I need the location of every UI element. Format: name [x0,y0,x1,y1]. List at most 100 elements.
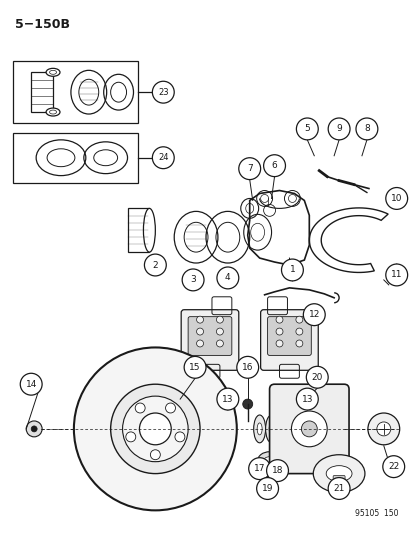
Circle shape [150,450,160,459]
Circle shape [385,264,407,286]
Text: 18: 18 [271,466,282,475]
Circle shape [216,388,238,410]
Circle shape [367,413,399,445]
Circle shape [303,304,325,326]
Text: 23: 23 [158,87,168,96]
Text: 2: 2 [152,261,158,270]
Circle shape [296,388,318,410]
Text: 19: 19 [261,484,273,493]
Circle shape [126,432,135,442]
Ellipse shape [313,455,364,492]
Circle shape [355,118,377,140]
Circle shape [175,432,185,442]
Circle shape [238,158,260,180]
Circle shape [135,403,145,413]
Ellipse shape [325,466,351,481]
Circle shape [242,399,252,409]
Circle shape [275,328,282,335]
Circle shape [295,340,302,347]
Circle shape [291,411,326,447]
Text: 21: 21 [332,484,344,493]
Circle shape [216,328,223,335]
Circle shape [196,316,203,323]
Circle shape [296,118,318,140]
Text: 15: 15 [189,363,200,372]
Text: 7: 7 [246,164,252,173]
Circle shape [216,340,223,347]
Ellipse shape [143,208,155,252]
Bar [13,61,138,123]
Circle shape [184,357,206,378]
Text: 8: 8 [363,124,369,133]
Text: 1: 1 [289,265,294,274]
Text: 24: 24 [158,153,168,162]
Text: 5−150B: 5−150B [15,18,70,31]
Ellipse shape [265,415,277,443]
Circle shape [385,188,407,209]
FancyBboxPatch shape [260,310,318,370]
Ellipse shape [253,415,265,443]
Text: 5: 5 [304,124,309,133]
Text: 10: 10 [390,194,401,203]
FancyBboxPatch shape [181,310,238,370]
Text: 6: 6 [271,161,277,170]
Circle shape [328,478,349,499]
FancyBboxPatch shape [269,384,348,474]
Circle shape [275,340,282,347]
Circle shape [256,478,278,499]
Text: 11: 11 [390,270,401,279]
Circle shape [122,396,188,462]
Circle shape [382,456,404,478]
Circle shape [236,357,258,378]
Ellipse shape [256,423,261,435]
Circle shape [26,421,42,437]
FancyBboxPatch shape [188,317,231,356]
Circle shape [281,259,303,281]
Text: 12: 12 [308,310,319,319]
Circle shape [74,348,236,511]
Ellipse shape [289,423,294,435]
Circle shape [376,422,390,436]
Ellipse shape [257,452,281,470]
Circle shape [144,254,166,276]
Circle shape [139,413,171,445]
FancyBboxPatch shape [267,317,311,356]
Text: 17: 17 [253,464,265,473]
Circle shape [263,155,285,176]
FancyBboxPatch shape [332,475,344,483]
Circle shape [295,328,302,335]
Text: 4: 4 [225,273,230,282]
Text: 95105  150: 95105 150 [354,510,398,518]
Circle shape [165,403,175,413]
Text: 9: 9 [335,124,341,133]
Ellipse shape [263,457,275,465]
Text: 13: 13 [221,394,233,403]
Ellipse shape [268,423,273,435]
Circle shape [182,269,204,291]
Circle shape [196,328,203,335]
Circle shape [152,81,174,103]
Circle shape [275,316,282,323]
Ellipse shape [276,415,288,443]
Circle shape [20,373,42,395]
Circle shape [110,384,199,474]
Ellipse shape [286,415,298,443]
Circle shape [216,267,238,289]
Circle shape [248,458,270,480]
Ellipse shape [46,68,60,76]
Circle shape [152,147,174,168]
Circle shape [295,316,302,323]
Text: 16: 16 [241,363,253,372]
Circle shape [31,426,37,432]
Bar [13,133,138,183]
Ellipse shape [46,108,60,116]
Circle shape [196,340,203,347]
Circle shape [306,366,328,388]
Text: 22: 22 [387,462,399,471]
Circle shape [216,316,223,323]
Ellipse shape [279,423,284,435]
Text: 20: 20 [311,373,322,382]
Circle shape [266,459,288,481]
Text: 3: 3 [190,276,195,285]
Text: 14: 14 [26,379,37,389]
